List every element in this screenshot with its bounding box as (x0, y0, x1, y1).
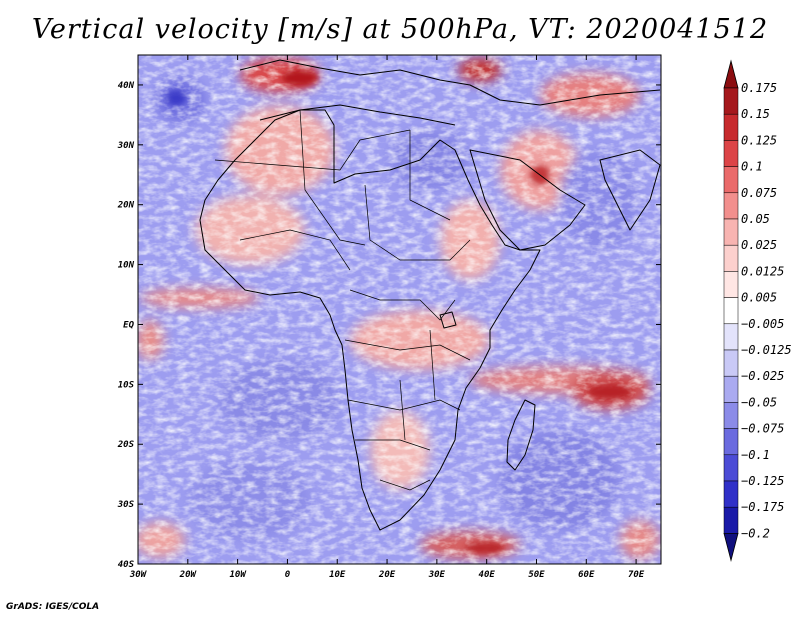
colorbar-swatch (723, 140, 739, 167)
colorbar-label: 0.125 (741, 133, 777, 147)
europe-coastline (239, 59, 661, 106)
colorbar-label: −0.05 (741, 395, 777, 409)
colorbar-label: 0.005 (741, 291, 777, 305)
colorbar-swatch (723, 454, 739, 482)
coastlines (199, 59, 661, 531)
colorbar-max-arrow (723, 59, 739, 89)
lat-label: 20N (117, 201, 135, 211)
latitude-axis: 40N 30N 20N 10N EQ 10S 20S 30S 40S (117, 81, 661, 570)
colorbar-swatch (723, 271, 739, 298)
lon-label: 30W (129, 570, 148, 580)
mediterranean-coastline (259, 104, 456, 126)
country-borders (214, 109, 471, 491)
colorbar-label: 0.075 (741, 186, 777, 200)
lon-label: 50E (528, 570, 545, 580)
colorbar-swatch (723, 297, 739, 325)
colorbar: 0.175 0.15 0.125 0.1 0.075 0.05 0.025 0.0125 0.0… (723, 59, 792, 562)
colorbar-min-arrow (723, 533, 739, 562)
lon-label: 20W (179, 570, 198, 580)
vertical-velocity-field (138, 55, 661, 564)
colorbar-label: 0.0125 (741, 264, 784, 278)
colorbar-swatch (723, 402, 739, 429)
colorbar-label: 0.1 (741, 160, 763, 174)
lat-label: 30S (117, 500, 135, 510)
africa-coastline (199, 109, 541, 531)
colorbar-swatch (723, 428, 739, 456)
field-texture (138, 55, 661, 564)
lat-label: 10S (118, 380, 135, 390)
colorbar-swatch (723, 113, 739, 141)
arabia-coastline (469, 149, 586, 251)
lon-label: 60E (578, 570, 595, 580)
colorbar-label: −0.0125 (741, 343, 792, 357)
lon-label: 70E (628, 570, 645, 580)
colorbar-swatch (723, 192, 739, 220)
colorbar-label: −0.125 (741, 474, 784, 488)
lat-label: 40S (118, 560, 135, 570)
colorbar-label: 0.025 (741, 238, 777, 252)
lake-victoria (439, 311, 457, 329)
lon-label: 40E (479, 570, 496, 580)
lat-label: EQ (123, 320, 134, 330)
colorbar-label: 0.15 (741, 107, 770, 121)
grads-credit: GrADS: IGES/COLA (6, 602, 100, 612)
map-title: Vertical velocity [m/s] at 500hPa, VT: 2… (31, 14, 769, 45)
colorbar-swatch (723, 480, 739, 508)
plot-frame (137, 54, 662, 565)
lat-label: 10N (118, 261, 135, 271)
colorbar-swatch (723, 506, 739, 534)
colorbar-swatch (723, 87, 739, 115)
colorbar-swatch (723, 244, 739, 272)
colorbar-label: −0.005 (741, 317, 784, 331)
strong-cores (166, 70, 632, 554)
lat-label: 20S (117, 440, 135, 450)
colorbar-label: −0.2 (741, 526, 770, 540)
lon-label: 20E (378, 570, 396, 580)
colorbar-label: −0.175 (741, 500, 784, 514)
colorbar-swatch (723, 375, 739, 403)
colorbar-label: 0.05 (741, 212, 770, 226)
india-coastline (599, 149, 661, 231)
colorbar-label: −0.025 (741, 369, 784, 383)
lon-label: 10W (229, 570, 247, 580)
lon-label: 0 (285, 570, 291, 580)
colorbar-swatch (723, 323, 739, 351)
lon-label: 10E (329, 570, 346, 580)
colorbar-swatch (723, 349, 739, 377)
colorbar-label: 0.175 (741, 81, 777, 95)
colorbar-label: −0.1 (741, 448, 770, 462)
lon-label: 30E (428, 570, 446, 580)
colorbar-swatch (723, 218, 739, 246)
lat-label: 30N (117, 141, 135, 151)
madagascar-coastline (506, 399, 536, 471)
colorbar-label: −0.075 (741, 422, 784, 436)
longitude-axis: 30W 20W 10W 0 10E 20E 30E 40E 50E 60E 70E (129, 55, 645, 580)
lat-label: 40N (118, 81, 135, 91)
colorbar-swatch (723, 166, 739, 194)
